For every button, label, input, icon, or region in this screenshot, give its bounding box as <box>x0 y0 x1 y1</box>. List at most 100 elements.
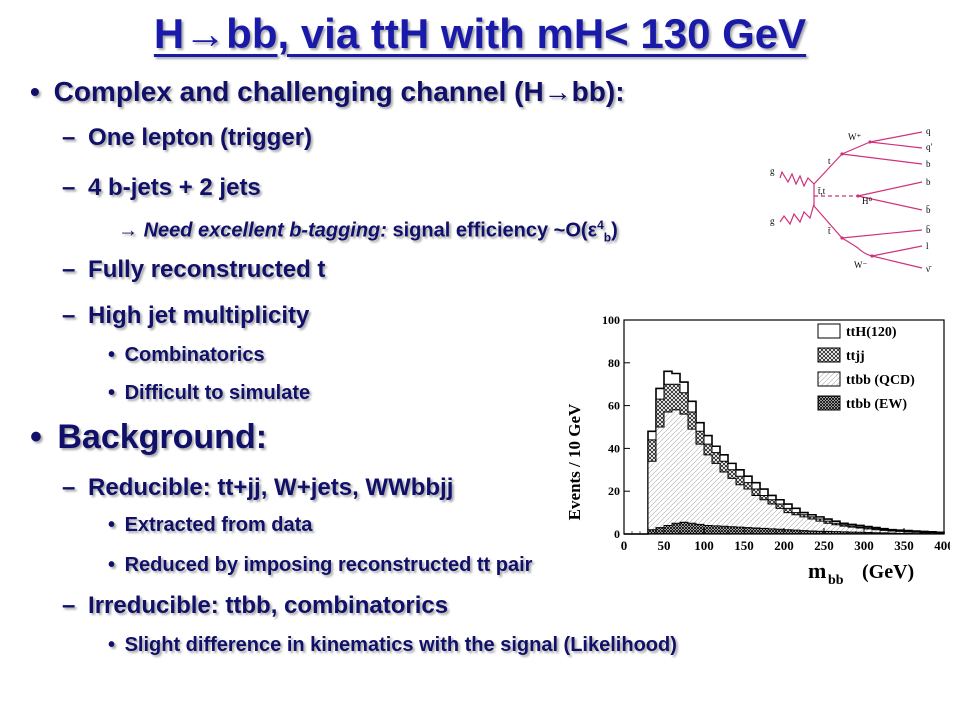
histogram-bin <box>856 528 864 534</box>
x-tick-label: 50 <box>658 538 671 553</box>
bullet-text: Extracted from data <box>124 514 313 536</box>
histogram-bin <box>728 526 736 534</box>
histogram-bin <box>800 516 808 534</box>
feyn-label-b1: b <box>926 159 931 169</box>
feyn-label-q: q <box>926 126 931 136</box>
higgs-bbar-line <box>857 195 923 211</box>
note-sub: b <box>603 230 612 245</box>
antitop-quark-line <box>813 205 843 239</box>
note-sup: 4 <box>597 218 604 232</box>
histogram-bin <box>664 525 672 534</box>
vertex <box>856 194 860 198</box>
legend-label: ttbb (EW) <box>846 397 907 412</box>
feyn-label-tt: t̄,t <box>817 186 826 196</box>
histogram-bin <box>744 527 752 534</box>
mbb-histogram: 0 50 100 150 200 250 300 350 400 0 20 40 60 80 100 ttH… <box>565 313 950 588</box>
note-close: ) <box>611 219 618 242</box>
neutrino-line <box>871 255 923 269</box>
dash-marker: – <box>62 302 76 329</box>
histogram-bin <box>776 508 784 534</box>
feyn-label-g1: g <box>770 166 775 176</box>
bullet-marker: • <box>108 344 116 366</box>
histogram-bin <box>840 526 848 534</box>
histogram-bin <box>688 523 696 534</box>
w-plus-line <box>841 141 871 155</box>
x-axis-label-sub: bb <box>828 573 844 588</box>
histogram-bin <box>720 526 728 534</box>
histogram-bin <box>800 530 808 534</box>
histogram-bin <box>680 522 688 534</box>
note-text: signal efficiency ~O(ε <box>386 219 598 242</box>
histogram-bin <box>744 489 752 534</box>
feyn-label-l: l <box>926 241 929 251</box>
feyn-label-b2: b <box>926 177 931 187</box>
histogram-bin <box>768 528 776 534</box>
x-axis-label: m bb (GeV) <box>808 558 914 588</box>
bullet-text: Complex and challenging channel (H→bb): <box>53 76 625 107</box>
histogram-bin <box>824 523 832 534</box>
x-tick-label: 250 <box>814 538 834 553</box>
note-btagging: → Need excellent b-tagging: signal effic… <box>118 218 618 245</box>
histogram-bin <box>880 530 888 534</box>
x-tick-label: 300 <box>854 538 874 553</box>
legend-label: ttbb (QCD) <box>846 373 915 388</box>
histogram-bin <box>664 412 672 534</box>
histogram-bin <box>672 409 680 534</box>
y-tick-label: 20 <box>608 484 620 498</box>
sub-sub-bullet-extracted: • Extracted from data <box>108 514 312 537</box>
dash-marker: – <box>62 174 76 201</box>
bullet-text: Reduced by imposing reconstructed tt pai… <box>124 554 533 576</box>
histogram-bin <box>696 444 704 534</box>
histogram-bin <box>648 529 656 534</box>
y-tick-label: 80 <box>608 356 620 370</box>
series-2 <box>624 409 945 535</box>
histogram-bin <box>648 461 656 534</box>
histogram-bin <box>776 529 784 534</box>
plot-legend: ttH(120) ttjj ttbb (QCD) ttbb (EW) <box>817 323 915 412</box>
histogram-bin <box>832 531 840 534</box>
bullet-text: Slight difference in kinematics with the… <box>124 634 677 656</box>
histogram-bin <box>736 527 744 534</box>
histogram-bin <box>856 532 864 534</box>
y-tick-label: 0 <box>614 527 620 541</box>
legend-swatch <box>817 347 841 363</box>
q-line <box>869 131 923 143</box>
w-minus-line <box>841 237 873 257</box>
bullet-text: Combinatorics <box>124 344 265 366</box>
histogram-bin <box>792 514 800 534</box>
bbar-from-antitop-line <box>841 229 923 239</box>
x-axis-label-unit: (GeV) <box>862 561 914 583</box>
dash-marker: – <box>62 256 76 283</box>
histogram-bin <box>888 531 896 534</box>
b-from-top-line <box>841 153 923 165</box>
vertex <box>870 254 874 258</box>
histogram-bin <box>840 531 848 534</box>
histogram-bin <box>760 528 768 534</box>
feyn-label-h: H⁰ <box>862 196 872 206</box>
x-tick-label: 200 <box>774 538 794 553</box>
bullet-marker: • <box>30 418 42 456</box>
bullet-text: High jet multiplicity <box>88 302 310 329</box>
x-tick-label: 150 <box>734 538 754 553</box>
lepton-line <box>871 245 923 257</box>
bullet-marker: • <box>108 554 116 576</box>
x-tick-label: 400 <box>934 538 950 553</box>
feyn-label-nu: ν̄ <box>926 264 932 274</box>
sub-bullet-bjets: – 4 b-jets + 2 jets <box>62 174 261 202</box>
feyn-label-qprime: q′ <box>926 142 933 152</box>
bullet-text: Difficult to simulate <box>124 382 311 404</box>
histogram-bin <box>832 524 840 534</box>
arrow-icon: → <box>118 219 144 242</box>
bullet-text: Irreducible: ttbb, combinatorics <box>88 592 449 619</box>
x-axis-label-main: m <box>808 558 826 583</box>
bullet-marker: • <box>108 382 116 404</box>
histogram-bin <box>680 414 688 534</box>
dash-marker: – <box>62 124 76 151</box>
gluon-line-top <box>779 170 815 188</box>
series-outline <box>624 383 945 535</box>
legend-label: ttjj <box>846 349 865 364</box>
legend-swatch <box>817 395 841 411</box>
sub-bullet-jet-multiplicity: – High jet multiplicity <box>62 302 309 330</box>
histogram-bin <box>784 512 792 534</box>
feyn-label-tbar: t̄ <box>827 226 831 236</box>
